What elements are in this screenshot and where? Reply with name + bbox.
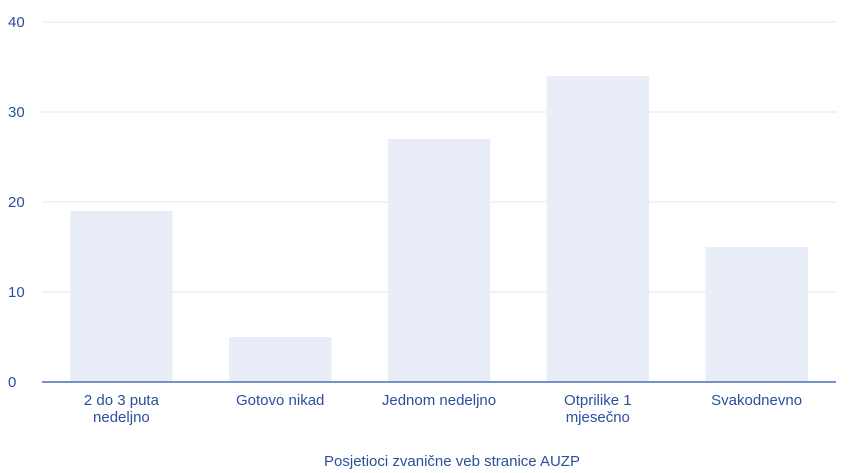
y-tick-label: 30 xyxy=(8,104,25,121)
bar xyxy=(387,139,491,382)
x-axis-title: Posjetioci zvanične veb stranice AUZP xyxy=(324,453,580,470)
x-tick-label-line: Jednom nedeljno xyxy=(382,392,496,409)
x-tick-label-line: Otprilike 1 xyxy=(564,392,632,409)
y-tick-label: 20 xyxy=(8,194,25,211)
bar xyxy=(546,76,650,382)
y-axis-ticks: 0 10 20 30 40 xyxy=(8,14,25,391)
bar xyxy=(70,211,173,382)
x-tick-label-line: nedeljno xyxy=(93,409,150,426)
bar xyxy=(705,247,808,382)
x-tick-label: 2 do 3 puta nedeljno xyxy=(84,392,160,426)
bar xyxy=(228,337,332,382)
x-tick-label-line: 2 do 3 puta xyxy=(84,392,160,409)
x-tick-label-line: Svakodnevno xyxy=(711,392,802,409)
x-tick-label-line: mjesečno xyxy=(566,409,630,426)
y-tick-label: 40 xyxy=(8,14,25,31)
x-tick-label-line: Gotovo nikad xyxy=(236,392,324,409)
x-tick-label: Gotovo nikad xyxy=(236,392,324,409)
y-tick-label: 10 xyxy=(8,284,25,301)
x-tick-label: Jednom nedeljno xyxy=(382,392,496,409)
x-tick-label: Svakodnevno xyxy=(711,392,802,409)
y-tick-label: 0 xyxy=(8,374,16,391)
x-tick-label: Otprilike 1 mjesečno xyxy=(564,392,632,426)
bars xyxy=(70,76,808,382)
x-axis-tick-labels: 2 do 3 puta nedeljno Gotovo nikad Jednom ne… xyxy=(84,392,802,426)
